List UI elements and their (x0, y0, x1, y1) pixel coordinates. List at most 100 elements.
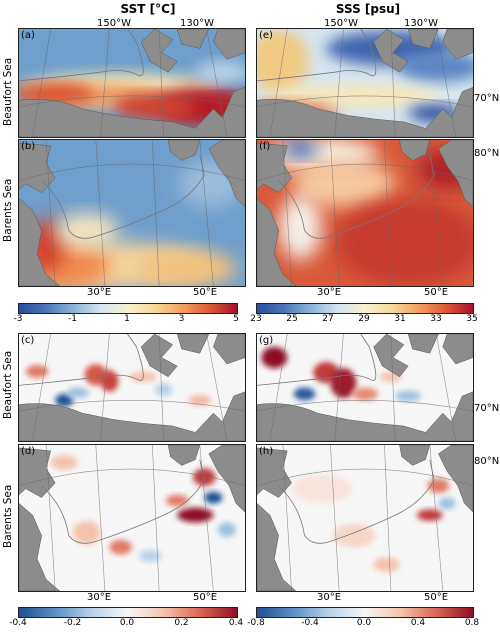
colorbar-tick-label: 0.8 (464, 618, 480, 628)
longitude-gridline (32, 29, 51, 137)
panel-letter-e: (e) (259, 30, 273, 41)
colorbar-tick-label: -3 (13, 314, 23, 324)
arctic-island (176, 29, 210, 49)
panel-letter-g: (g) (259, 335, 274, 346)
panel-letter-f: (f) (259, 141, 271, 152)
longitude-gridline (334, 334, 344, 441)
scandinavia-landmass (257, 503, 297, 591)
arctic-island (407, 29, 439, 49)
colorbar-tick-label: 0.0 (356, 618, 372, 628)
shelf-contour (278, 459, 435, 544)
lat-label-70n-bottom: 70°N (474, 403, 500, 414)
warm-band (55, 213, 119, 249)
latitude-gridline (257, 163, 473, 182)
longitude-gridline (282, 445, 292, 591)
panel-letter-b: (b) (21, 141, 36, 152)
longitude-gridline (206, 334, 228, 441)
colorbar-tick-label: 0.0 (119, 618, 135, 628)
svalbard-landmass (257, 447, 292, 498)
cool-patch (195, 61, 245, 83)
arctic-island (407, 334, 439, 354)
longitude-gridline (429, 445, 444, 591)
latitude-gridline (19, 163, 245, 182)
lon-label-130w-left: 130°W (180, 18, 214, 29)
mid-band (291, 160, 396, 208)
lon-label-50e-b: 50°E (424, 287, 449, 298)
colorbar-tick-label: 23 (250, 314, 262, 324)
sss-column-title: SSS [psu] (335, 2, 401, 16)
positive-anomaly (352, 387, 378, 401)
negative-anomaly (217, 522, 236, 537)
svalbard-landmass (19, 142, 56, 193)
colorbar-sst-diff (18, 607, 238, 618)
longitude-gridline (390, 334, 396, 441)
negative-anomaly (204, 491, 223, 504)
lat-label-80n-top: 80°N (474, 148, 500, 159)
colorbar-tick-label: 27 (322, 314, 334, 324)
longitude-gridline (199, 445, 214, 591)
panel-letter-h: (h) (259, 446, 274, 457)
coastline-landmass (257, 391, 473, 441)
lon-label-130w-right: 130°W (404, 18, 438, 29)
arctic-island (373, 334, 409, 378)
colorbar-tick-label: 5 (233, 314, 239, 324)
lat-label-70n-top: 70°N (474, 93, 500, 104)
arctic-island (176, 334, 210, 354)
positive-anomaly (50, 455, 78, 470)
arctic-island (373, 29, 409, 73)
lon-label-30e-c: 30°E (87, 592, 112, 603)
positive-anomaly (332, 523, 376, 548)
longitude-gridline (199, 140, 214, 286)
longitude-gridline (384, 140, 392, 286)
row-label-beaufort-top: Beaufort Sea (2, 57, 14, 127)
longitude-gridline (334, 29, 344, 137)
row-label-barents-bottom: Barents Sea (2, 484, 14, 548)
shelf-contour (41, 459, 205, 544)
colorbar-sst-mean (18, 303, 238, 314)
arctic-island (213, 29, 245, 60)
longitude-gridline (158, 29, 164, 137)
longitude-gridline (282, 140, 292, 286)
scandinavia-landmass (19, 198, 61, 286)
shelf-contour (278, 154, 435, 239)
scandinavia-landmass (19, 503, 61, 591)
positive-anomaly (373, 557, 400, 573)
svalbard-landmass (19, 447, 56, 498)
colorbar-sss-mean (256, 303, 474, 314)
longitude-gridline (330, 445, 340, 591)
positive-anomaly (291, 474, 353, 504)
latitude-gridline (257, 400, 473, 412)
colorbar-sss-diff (256, 607, 474, 618)
map-panel-d (18, 444, 246, 592)
colorbar-tick-label: 33 (430, 314, 442, 324)
negative-anomaly (66, 387, 90, 399)
novaya-zemlya (208, 140, 245, 208)
colorbar-tick-label: 35 (466, 314, 478, 324)
longitude-gridline (158, 334, 164, 441)
longitude-gridline (435, 334, 457, 441)
franz-josef-land (167, 445, 201, 466)
scandinavia-landmass (257, 198, 297, 286)
longitude-gridline (429, 140, 444, 286)
colorbar-tick-label: 0.2 (174, 618, 189, 628)
positive-anomaly (330, 368, 357, 399)
map-panel-f (256, 139, 474, 287)
colorbar-tick-label: -0.8 (247, 618, 265, 628)
negative-anomaly (395, 390, 422, 402)
negative-anomaly (138, 550, 162, 562)
lon-label-150w-left: 150°W (97, 18, 131, 29)
lat-label-80n-bottom: 80°N (474, 456, 500, 467)
positive-anomaly (261, 346, 288, 369)
arctic-island (213, 334, 245, 365)
sst-column-title: SST [°C] (120, 2, 176, 16)
longitude-gridline (269, 29, 288, 137)
longitude-gridline (100, 334, 110, 441)
positive-anomaly (177, 507, 214, 523)
lon-label-30e-a: 30°E (87, 287, 112, 298)
shelf-contour (41, 154, 205, 239)
lon-label-30e-d: 30°E (317, 592, 342, 603)
colorbar-tick-label: 1 (124, 314, 130, 324)
longitude-gridline (95, 445, 106, 591)
map-panel-c (18, 333, 246, 442)
row-label-barents-top: Barents Sea (2, 178, 14, 242)
